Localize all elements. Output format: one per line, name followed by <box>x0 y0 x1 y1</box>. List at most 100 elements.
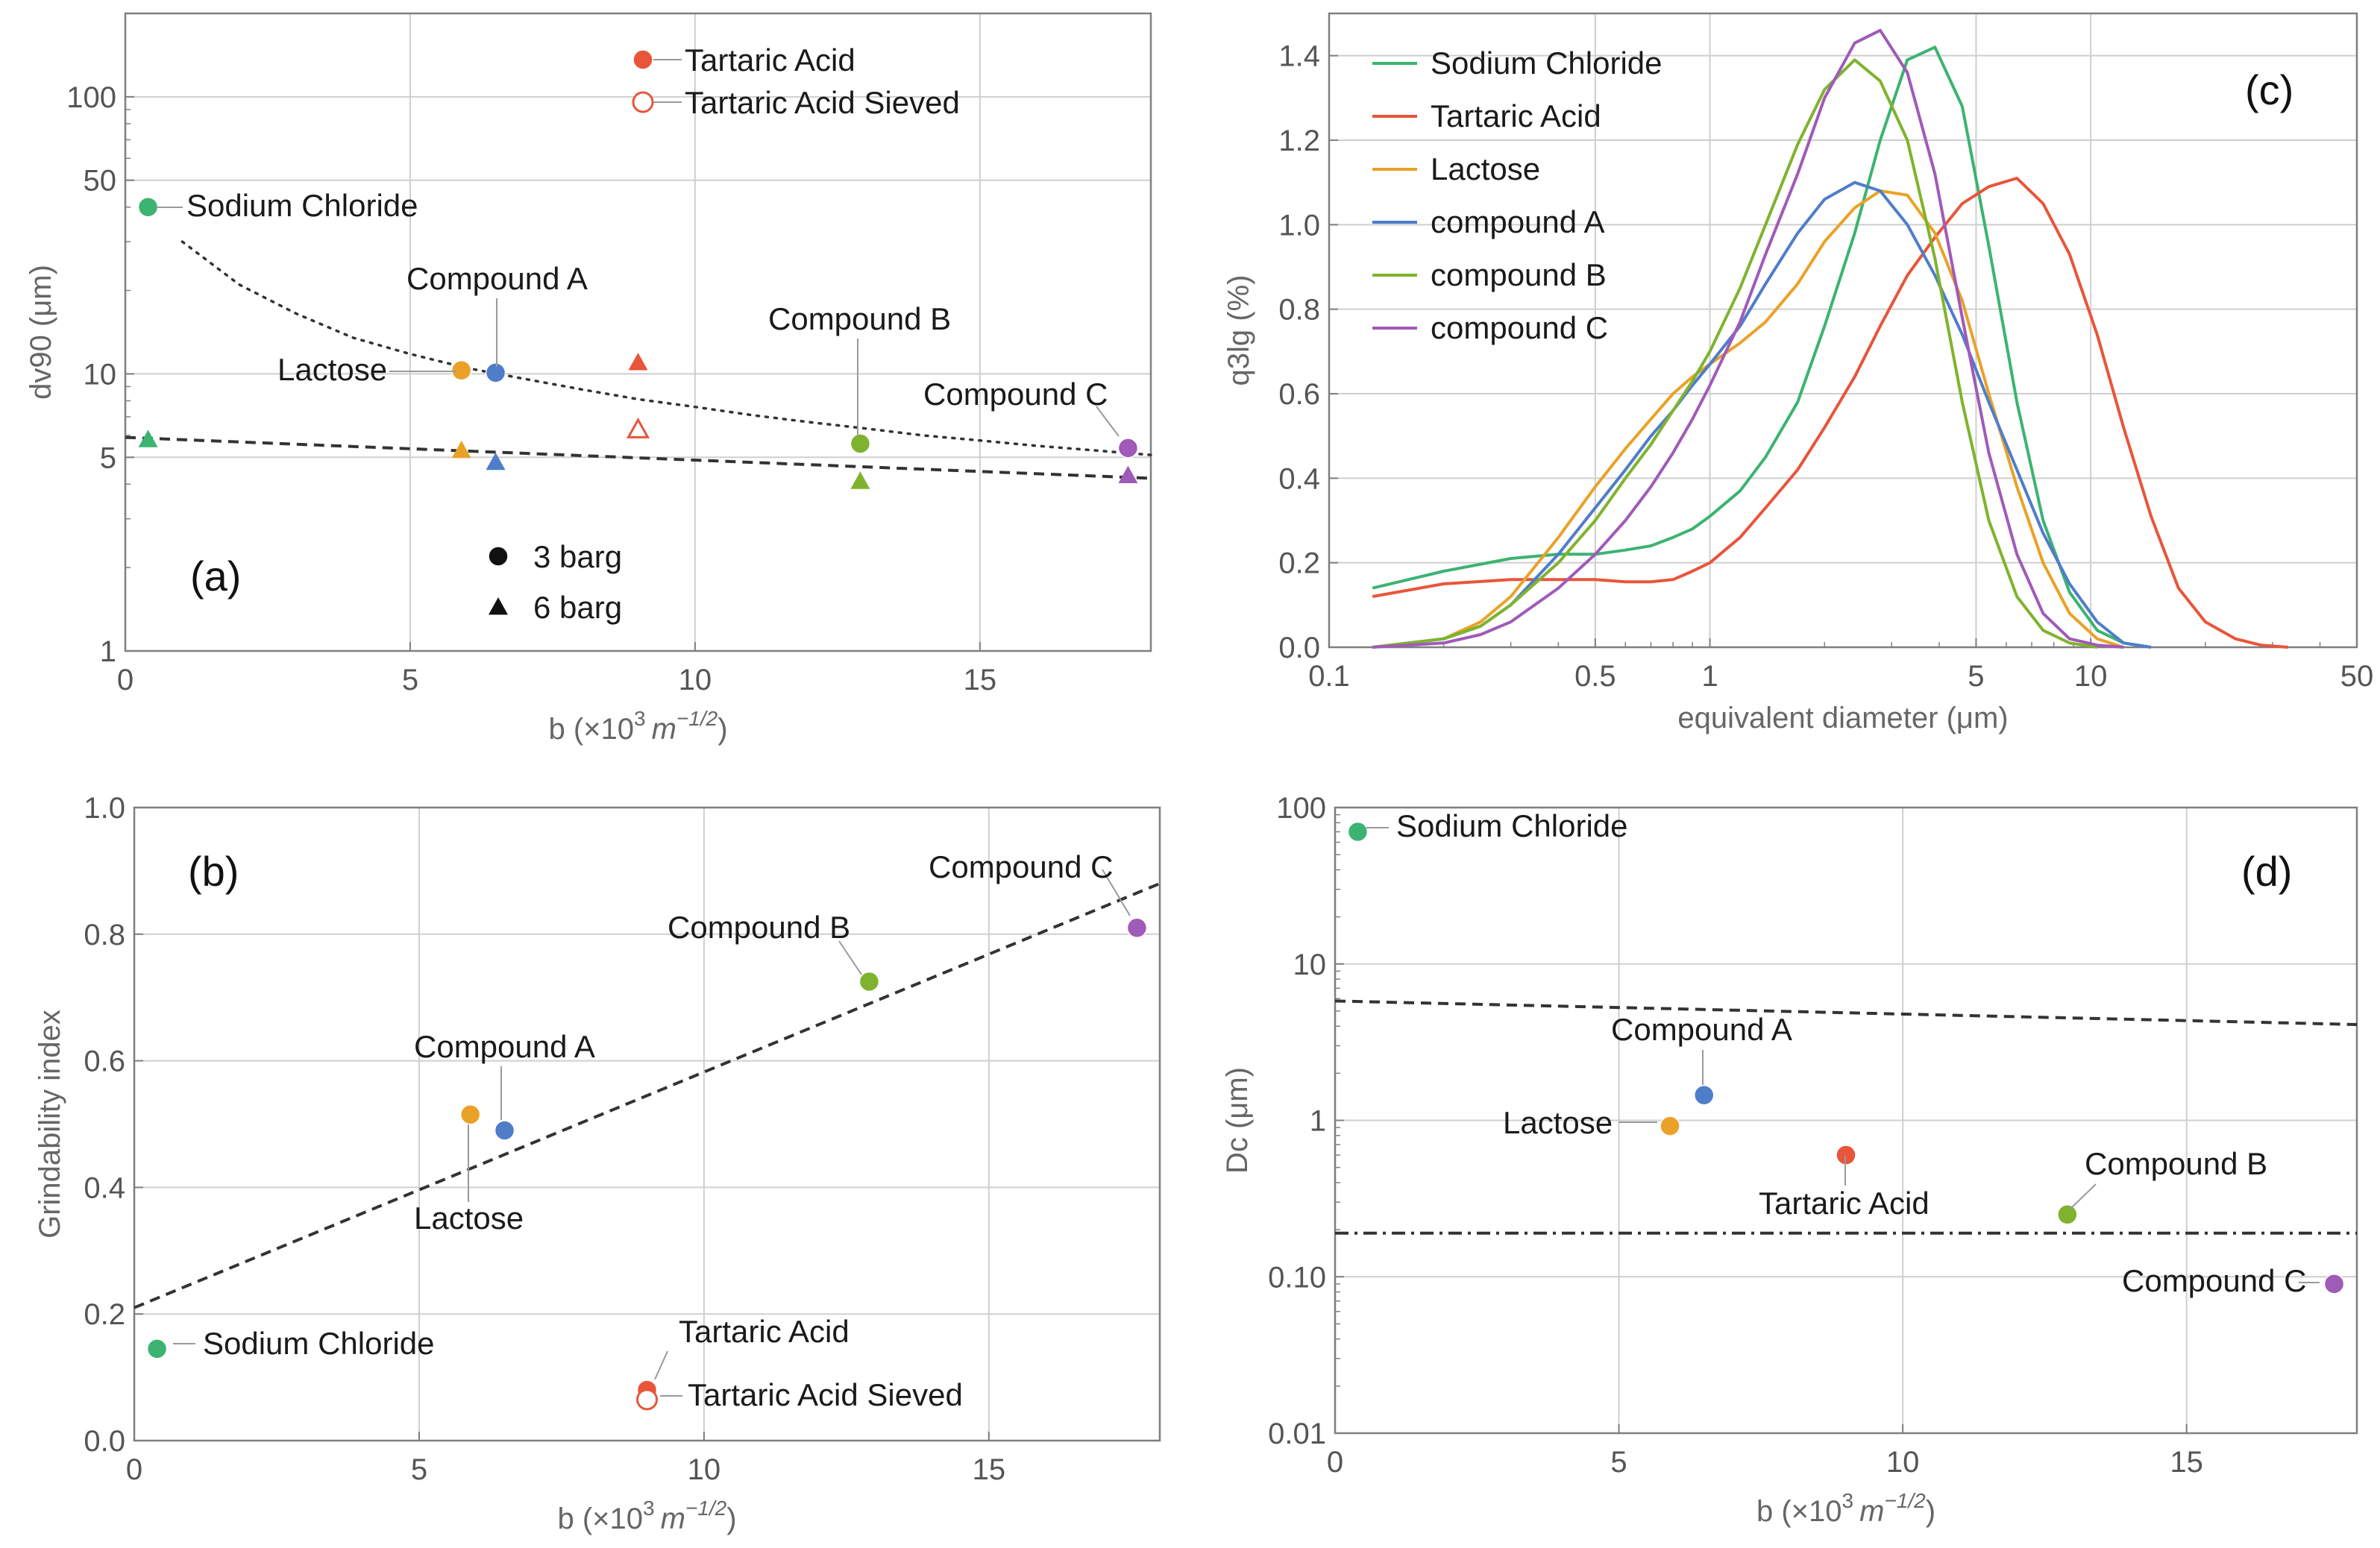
panel-b-x-axis-label-sup2: −1/2 <box>685 1497 727 1520</box>
panel-d-annotation-compound-a: Compound A <box>1611 1012 1792 1047</box>
panel-a-leader-line-compound-c <box>1096 406 1120 437</box>
panel-a-annotation-sodium-chloride: Sodium Chloride <box>186 188 418 223</box>
panel-d-ytick-label: 0.01 <box>1268 1418 1326 1450</box>
panel-a-annotation-compound-a: Compound A <box>406 261 588 296</box>
panel-b-xtick-label: 10 <box>688 1453 721 1486</box>
panel-d-xtick-label: 5 <box>1610 1446 1627 1479</box>
panel-c-y-axis-label: q3lg (%) <box>1222 275 1255 386</box>
panel-a-legend-label-tartaric-acid: Tartaric Acid <box>685 43 855 78</box>
panel-a-legend-marker-tartaric-acid-sieved <box>632 91 654 113</box>
panel-d-annotation-sodium-chloride: Sodium Chloride <box>1396 808 1628 843</box>
panel-a-xtick-label: 15 <box>964 664 997 696</box>
panel-a-marker-legend-label-6-barg: 6 barg <box>533 590 622 625</box>
panel-c-legend-label-sodium-chloride: Sodium Chloride <box>1431 45 1662 81</box>
panel-b-panel-tag: (b) <box>188 848 239 895</box>
panel-d-xtick-label: 0 <box>1327 1446 1343 1479</box>
panel-b-point-compound-a <box>494 1120 515 1141</box>
panel-c-xtick-label: 1 <box>1701 660 1718 693</box>
panel-d-point-compound-c <box>2323 1274 2345 1294</box>
panel-a-point-tartaric-acid-6-barg <box>628 353 648 371</box>
panel-b-leader-line-compound-b <box>838 940 862 975</box>
panel-b-annotation-compound-b: Compound B <box>668 910 850 945</box>
panel-c-series-line-sodium-chloride <box>1372 45 2152 649</box>
panel-c-panel-tag: (c) <box>2245 66 2293 113</box>
panel-c-ytick-label: 0.6 <box>1278 378 1320 411</box>
panel-a-point-sodium-chloride-6-barg <box>138 430 158 447</box>
panel-c-series-line-compound-c <box>1372 28 2124 649</box>
panel-c-ytick-label: 1.0 <box>1278 209 1320 242</box>
panel-c-legend-label-tartaric-acid: Tartaric Acid <box>1431 98 1601 133</box>
panel-a-point-lactose-3-barg <box>450 359 472 381</box>
panel-a-point-compound-b-6-barg <box>850 471 870 489</box>
panel-d-point-lactose <box>1660 1116 1680 1136</box>
panel-c-series-line-compound-a <box>1372 180 2152 649</box>
panel-a-panel-tag: (a) <box>190 553 241 600</box>
panel-a-point-sodium-chloride-3-barg <box>137 196 159 218</box>
panel-b-xtick-label: 0 <box>126 1453 142 1486</box>
panel-b-x-axis-label-suffix: ) <box>726 1503 736 1535</box>
panel-a-marker-legend-6-barg <box>489 597 508 615</box>
panel-a-legend-marker-tartaric-acid <box>632 49 653 70</box>
panel-d-point-compound-b <box>2057 1204 2078 1225</box>
panel-c-series-line-tartaric-acid <box>1372 177 2289 649</box>
panel-b-grindability-chart: 0 5 10 15 0.0 0.2 0.4 0.6 0.8 1.0 Compound C Compou… <box>34 792 1161 1535</box>
panel-d-dc-chart: 0 5 10 15 0.01 0.10 1 10 100 Sodium Chloride Compo… <box>1221 792 2358 1528</box>
panel-a-annotation-compound-b: Compound B <box>768 301 951 336</box>
panel-a-x-axis-label-unit: m <box>652 713 676 746</box>
panel-d-point-compound-a <box>1693 1084 1715 1106</box>
panel-a-x-axis-label-prefix: b (×10 <box>548 713 634 746</box>
panel-a-legend-label-tartaric-acid-sieved: Tartaric Acid Sieved <box>685 85 960 120</box>
panel-c-x-axis-label: equivalent diameter (μm) <box>1677 702 2008 734</box>
panel-a-x-axis-label-sup2: −1/2 <box>676 707 718 730</box>
panel-a-ytick-label: 100 <box>66 81 116 114</box>
panel-b-annotation-lactose: Lactose <box>414 1201 524 1236</box>
panel-b-annotation-compound-a: Compound A <box>414 1029 595 1064</box>
panel-b-ytick-label: 0.8 <box>84 919 125 951</box>
panel-b-point-tartaric-acid-sieved <box>636 1388 658 1411</box>
panel-c-legend-label-lactose: Lactose <box>1431 151 1540 186</box>
panel-c-legend-label-compound-c: compound C <box>1431 310 1608 345</box>
panel-a-x-axis-label-suffix: ) <box>718 713 727 746</box>
panel-a-x-axis-label-sup1: 3 <box>634 707 646 730</box>
panel-d-annotation-lactose: Lactose <box>1503 1105 1613 1140</box>
panel-a-annotation-lactose: Lactose <box>277 352 387 387</box>
panel-b-ytick-label: 0.2 <box>84 1298 125 1331</box>
panel-d-x-axis-label-suffix: ) <box>1926 1495 1935 1528</box>
panel-c-ytick-label: 0.4 <box>1278 462 1320 495</box>
panel-b-leader-line-compound-c <box>1102 869 1131 916</box>
panel-d-y-axis-label: Dc (μm) <box>1221 1067 1254 1174</box>
panel-b-xtick-label: 5 <box>411 1453 427 1486</box>
panel-b-point-lactose <box>459 1104 481 1125</box>
panel-b-x-axis-label-sup1: 3 <box>643 1497 655 1520</box>
panel-b-annotation-compound-c: Compound C <box>929 849 1113 884</box>
panel-c-legend-label-compound-a: compound A <box>1431 204 1605 239</box>
panel-c-ytick-label: 0.2 <box>1278 547 1320 580</box>
panel-a-ytick-label: 5 <box>100 441 116 474</box>
panel-d-point-sodium-chloride <box>1347 821 1369 843</box>
panel-d-xtick-label: 15 <box>2170 1446 2203 1479</box>
panel-a-point-compound-b-3-barg <box>850 433 871 454</box>
panel-b-point-sodium-chloride <box>146 1338 168 1359</box>
panel-c-size-distribution-chart: 0.1 0.5 1 5 10 50 0.0 0.2 0.4 0.6 0.8 1.0 1.2 1.4 Sodi… <box>1222 12 2373 734</box>
panel-a-ytick-label: 50 <box>84 165 117 198</box>
panel-d-ytick-label: 100 <box>1276 792 1326 825</box>
panel-b-annotation-tartaric-acid-sieved: Tartaric Acid Sieved <box>688 1377 963 1412</box>
panel-a-y-axis-label: dv90 (μm) <box>25 265 57 400</box>
panel-b-plot-frame <box>133 806 1161 1442</box>
panel-a-point-compound-c-3-barg <box>1117 438 1139 459</box>
panel-b-ytick-label: 0.0 <box>84 1425 125 1458</box>
panel-b-xtick-label: 15 <box>973 1453 1006 1486</box>
panel-a-marker-legend-3-barg <box>488 546 509 567</box>
panel-a-xtick-label: 0 <box>117 664 134 696</box>
panel-d-x-axis-label-unit: m <box>1859 1495 1884 1528</box>
panel-d-leader-line-compound-b <box>2069 1183 2097 1210</box>
panel-a-point-lactose-6-barg <box>451 440 471 459</box>
panel-d-x-axis-label-sup2: −1/2 <box>1884 1489 1926 1512</box>
panel-d-ytick-label: 0.10 <box>1268 1261 1326 1294</box>
panel-a-point-compound-a-6-barg <box>486 452 506 471</box>
panel-b-annotation-sodium-chloride: Sodium Chloride <box>203 1326 435 1361</box>
panel-a-plot-frame <box>124 12 1152 652</box>
